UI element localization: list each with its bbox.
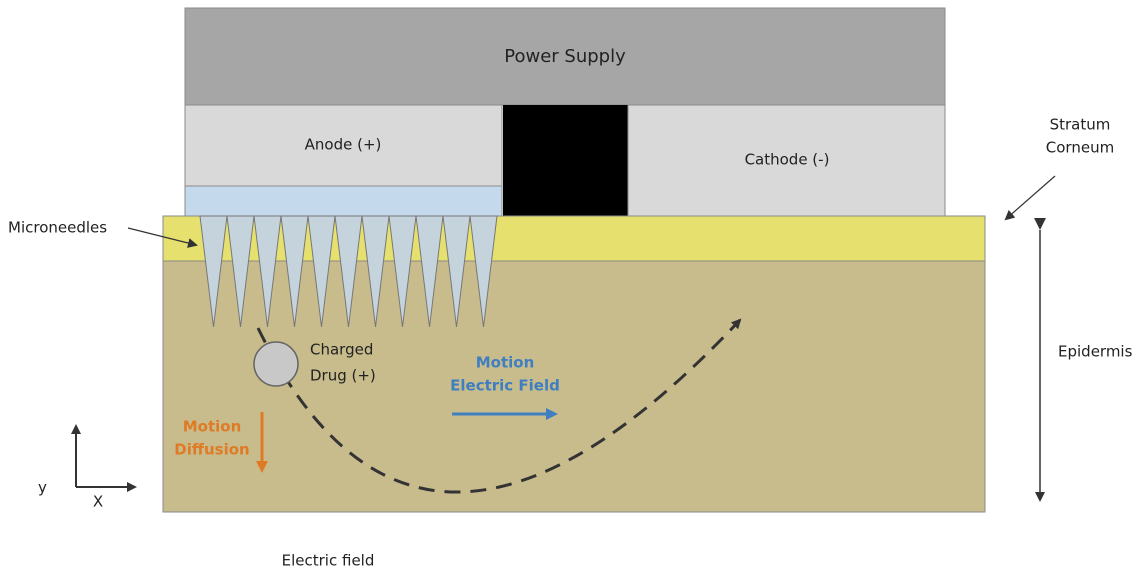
epidermis-layer [162,260,986,513]
microneedle-array [199,215,498,328]
field-label: Electric Field [450,377,560,395]
charged-drug [253,341,299,387]
anode-label: Anode (+) [305,136,382,154]
microneedle [388,215,417,328]
microneedle [199,215,228,328]
microneedles-label: Microneedles [8,219,107,237]
diffusion-label: Motion [183,418,242,436]
microneedle [442,215,471,328]
microneedle [469,215,498,328]
power-supply-label: Power Supply [504,46,626,67]
stratum-label: Corneum [1046,139,1114,157]
microneedle [415,215,444,328]
anode-box [184,104,503,187]
microneedle [280,215,309,328]
y-axis-label: y [38,479,47,497]
caption: Electric field [282,552,375,569]
x-axis-label: X [93,493,103,511]
diffusion-label: Diffusion [174,441,249,459]
power-supply-box [184,7,946,106]
pointer-arrow [1004,175,1056,221]
microneedle [253,215,282,328]
microneedle [361,215,390,328]
drug-path [256,318,742,494]
cathode-label: Cathode (-) [745,151,830,169]
microneedle [334,215,363,328]
cathode-box [627,104,946,217]
microneedle [307,215,336,328]
stratum-label: Stratum [1050,116,1111,134]
epidermis-label: Epidermis [1058,343,1133,361]
drug-label: Charged [310,341,373,359]
drug-reservoir [184,185,503,217]
pointer-arrow [127,227,198,248]
drug-label: Drug (+) [310,367,376,385]
field-label: Motion [476,354,535,372]
microneedle [226,215,255,328]
insulator [503,105,628,216]
